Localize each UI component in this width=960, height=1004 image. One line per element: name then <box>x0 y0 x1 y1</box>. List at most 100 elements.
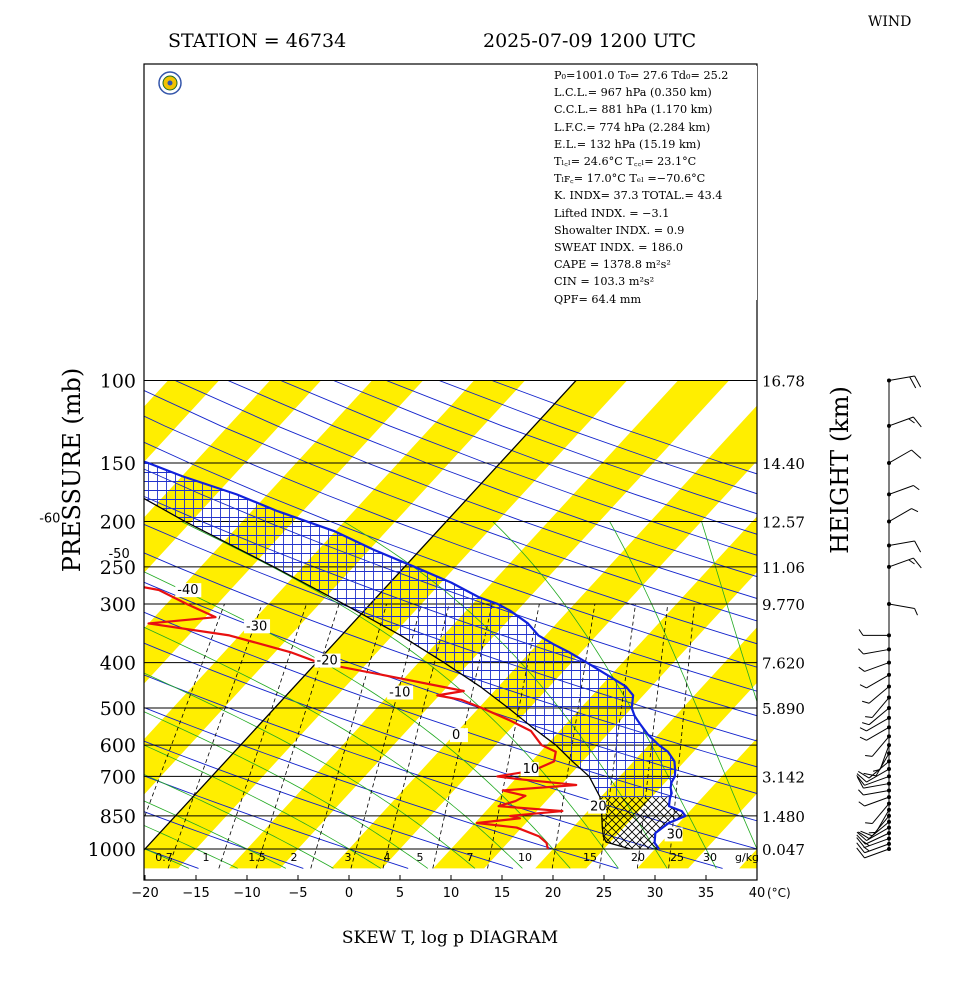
height-tick-label: 5.890 <box>762 700 805 718</box>
isotherm-label: 0 <box>452 728 460 743</box>
height-axis-label: HEIGHT (km) <box>826 386 854 554</box>
index-line: CIN = 103.3 m²s² <box>554 273 757 290</box>
mixing-ratio-label: 20 <box>631 851 645 864</box>
isotherm-band <box>841 381 960 869</box>
wind-barb <box>887 376 921 388</box>
index-line: K. INDX= 37.3 TOTAL.= 43.4 <box>554 187 757 204</box>
pressure-tick-label: 100 <box>100 371 136 393</box>
index-line: E.L.= 132 hPa (15.19 km) <box>554 136 757 153</box>
mixing-ratio-label: 3 <box>345 851 352 864</box>
pressure-tick-label: 1000 <box>88 839 136 861</box>
isotherm-band <box>943 381 960 869</box>
temp-tick-label: 0 <box>345 886 353 901</box>
isotherm-label: 30 <box>667 827 684 842</box>
pressure-tick-label: 250 <box>100 557 136 579</box>
height-tick-label: 0.047 <box>762 841 805 859</box>
pressure-tick-label: 150 <box>100 453 136 475</box>
temp-tick-label: 10 <box>443 886 460 901</box>
wind-barb <box>858 788 891 795</box>
wind-barb <box>887 485 919 496</box>
valid-time-label: 2025-07-09 1200 UTC <box>483 30 696 52</box>
height-tick-label: 7.620 <box>762 655 805 673</box>
pressure-tick-label: 200 <box>100 512 136 534</box>
index-line: P₀=1001.0 T₀= 27.6 Td₀= 25.2 <box>554 67 757 84</box>
temp-tick-label: 40 <box>749 886 766 901</box>
temp-tick-label: 5 <box>396 886 404 901</box>
mixing-ratio-label: 0.7 <box>155 851 173 864</box>
temp-tick-label: 20 <box>545 886 562 901</box>
wind-barb <box>887 417 921 428</box>
isotherm-band <box>0 381 15 869</box>
temp-tick-label: −15 <box>182 886 209 901</box>
temp-tick-label: −5 <box>288 886 307 901</box>
height-tick-label: 12.57 <box>762 514 805 532</box>
height-tick-label: 9.770 <box>762 596 805 614</box>
temp-tick-label: −10 <box>233 886 260 901</box>
index-line: C.C.L.= 881 hPa (1.170 km) <box>554 101 757 118</box>
temp-tick-label: 25 <box>596 886 613 901</box>
index-line: Tₗ꜀ₗ= 24.6°C T꜀꜀ₗ= 23.1°C <box>554 153 757 170</box>
pressure-tick-label: 300 <box>100 594 136 616</box>
y-axis-label: PRESSURE (mb) <box>58 368 86 573</box>
isotherm-label: -40 <box>177 583 198 598</box>
wind-barb <box>887 541 921 552</box>
pressure-tick-label: 400 <box>100 653 136 675</box>
diagram-caption: SKEW T, log p DIAGRAM <box>342 928 558 948</box>
wind-barb <box>862 706 891 725</box>
index-line: QPF= 64.4 mm <box>554 291 757 308</box>
mixing-ratio-label: 10 <box>518 851 532 864</box>
wind-barb <box>887 602 918 615</box>
mixing-ratio-label: 1 <box>203 851 210 864</box>
wind-barb <box>857 831 891 844</box>
mixing-ratio-label: 25 <box>670 851 684 864</box>
wind-column-title: WIND <box>868 14 911 30</box>
index-line: Tₗꜰ꜀= 17.0°C Tₑₗ =−70.6°C <box>554 170 757 187</box>
mixing-ratio-label: 1.5 <box>248 851 266 864</box>
height-tick-label: 11.06 <box>762 559 805 577</box>
mixing-ratio-unit: g/kg <box>735 851 759 864</box>
temp-tick-label: 15 <box>494 886 511 901</box>
wind-barb <box>860 725 891 740</box>
pressure-tick-label: 700 <box>100 766 136 788</box>
wind-barb <box>887 509 918 524</box>
wind-barb <box>887 558 921 569</box>
stability-indices-box: P₀=1001.0 T₀= 27.6 Td₀= 25.2 L.C.L.= 967… <box>552 66 757 300</box>
index-line: Lifted INDX. = −3.1 <box>554 205 757 222</box>
wind-barb <box>887 450 921 465</box>
isotherm-label: -20 <box>317 654 338 669</box>
index-line: SWEAT INDX. = 186.0 <box>554 239 757 256</box>
wind-barb <box>859 795 891 806</box>
mixing-ratio-label: 15 <box>583 851 597 864</box>
pressure-tick-label: 600 <box>100 735 136 757</box>
wind-barb <box>860 673 891 688</box>
index-line: CAPE = 1378.8 m²s² <box>554 256 757 273</box>
mixing-ratio-label: 5 <box>417 851 424 864</box>
mixing-ratio-label: 4 <box>384 851 391 864</box>
isotherm-label: -10 <box>389 686 410 701</box>
index-line: Showalter INDX. = 0.9 <box>554 222 757 239</box>
institution-logo <box>146 68 194 108</box>
temp-tick-label: 35 <box>698 886 715 901</box>
isotherm-label: -30 <box>246 619 267 634</box>
isotherm-label: 10 <box>523 762 540 777</box>
wind-barb <box>858 647 891 654</box>
mixing-ratio-label: 7 <box>467 851 474 864</box>
isotherm-label: 20 <box>590 800 607 815</box>
mixing-ratio-label: 2 <box>291 851 298 864</box>
temp-tick-label: −20 <box>131 886 158 901</box>
index-line: L.F.C.= 774 hPa (2.284 km) <box>554 119 757 136</box>
index-line: L.C.L.= 967 hPa (0.350 km) <box>554 84 757 101</box>
mixing-ratio-label: 30 <box>703 851 717 864</box>
pressure-tick-label: 500 <box>100 698 136 720</box>
temp-unit-label: (°C) <box>767 886 791 900</box>
height-tick-label: 1.480 <box>762 808 805 826</box>
height-tick-label: 3.142 <box>762 768 805 786</box>
pressure-tick-label: 850 <box>100 806 136 828</box>
wind-barb <box>857 837 891 848</box>
temp-tick-label: 30 <box>647 886 664 901</box>
wind-barb <box>859 661 891 672</box>
wind-barb <box>865 696 891 718</box>
wind-barb <box>859 629 891 637</box>
station-label: STATION = 46734 <box>168 30 346 52</box>
